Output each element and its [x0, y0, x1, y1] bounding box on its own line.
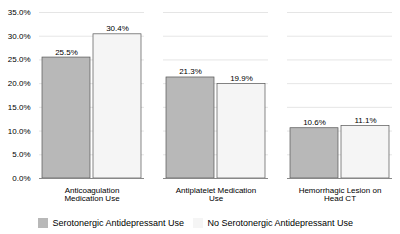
svg-text:AnticoagulationMedication Use: AnticoagulationMedication Use — [64, 186, 120, 203]
svg-text:0.0%: 0.0% — [12, 174, 30, 183]
svg-text:35.0%: 35.0% — [8, 8, 31, 17]
svg-text:30.4%: 30.4% — [106, 24, 129, 33]
svg-text:10.0%: 10.0% — [8, 127, 31, 136]
svg-text:Hemorrhagic Lesion onHead CT: Hemorrhagic Lesion onHead CT — [299, 186, 382, 203]
svg-text:21.3%: 21.3% — [179, 67, 202, 76]
svg-text:5.0%: 5.0% — [12, 150, 30, 159]
svg-text:15.0%: 15.0% — [8, 103, 31, 112]
svg-text:11.1%: 11.1% — [354, 116, 376, 125]
svg-text:19.9%: 19.9% — [230, 74, 253, 83]
svg-text:25.0%: 25.0% — [8, 55, 31, 64]
html-text:No Serotonergic Antidepressant: No Serotonergic Antidepressant Use — [207, 217, 354, 228]
svg-text:10.6%: 10.6% — [303, 118, 326, 127]
svg-text:30.0%: 30.0% — [8, 32, 31, 41]
html-text:Serotonergic Antidepressant Us: Serotonergic Antidepressant Use — [52, 217, 184, 228]
svg-text:20.0%: 20.0% — [8, 79, 31, 88]
svg-text:Antiplatelet MedicationUse: Antiplatelet MedicationUse — [176, 186, 257, 203]
svg-text:25.5%: 25.5% — [55, 48, 78, 57]
